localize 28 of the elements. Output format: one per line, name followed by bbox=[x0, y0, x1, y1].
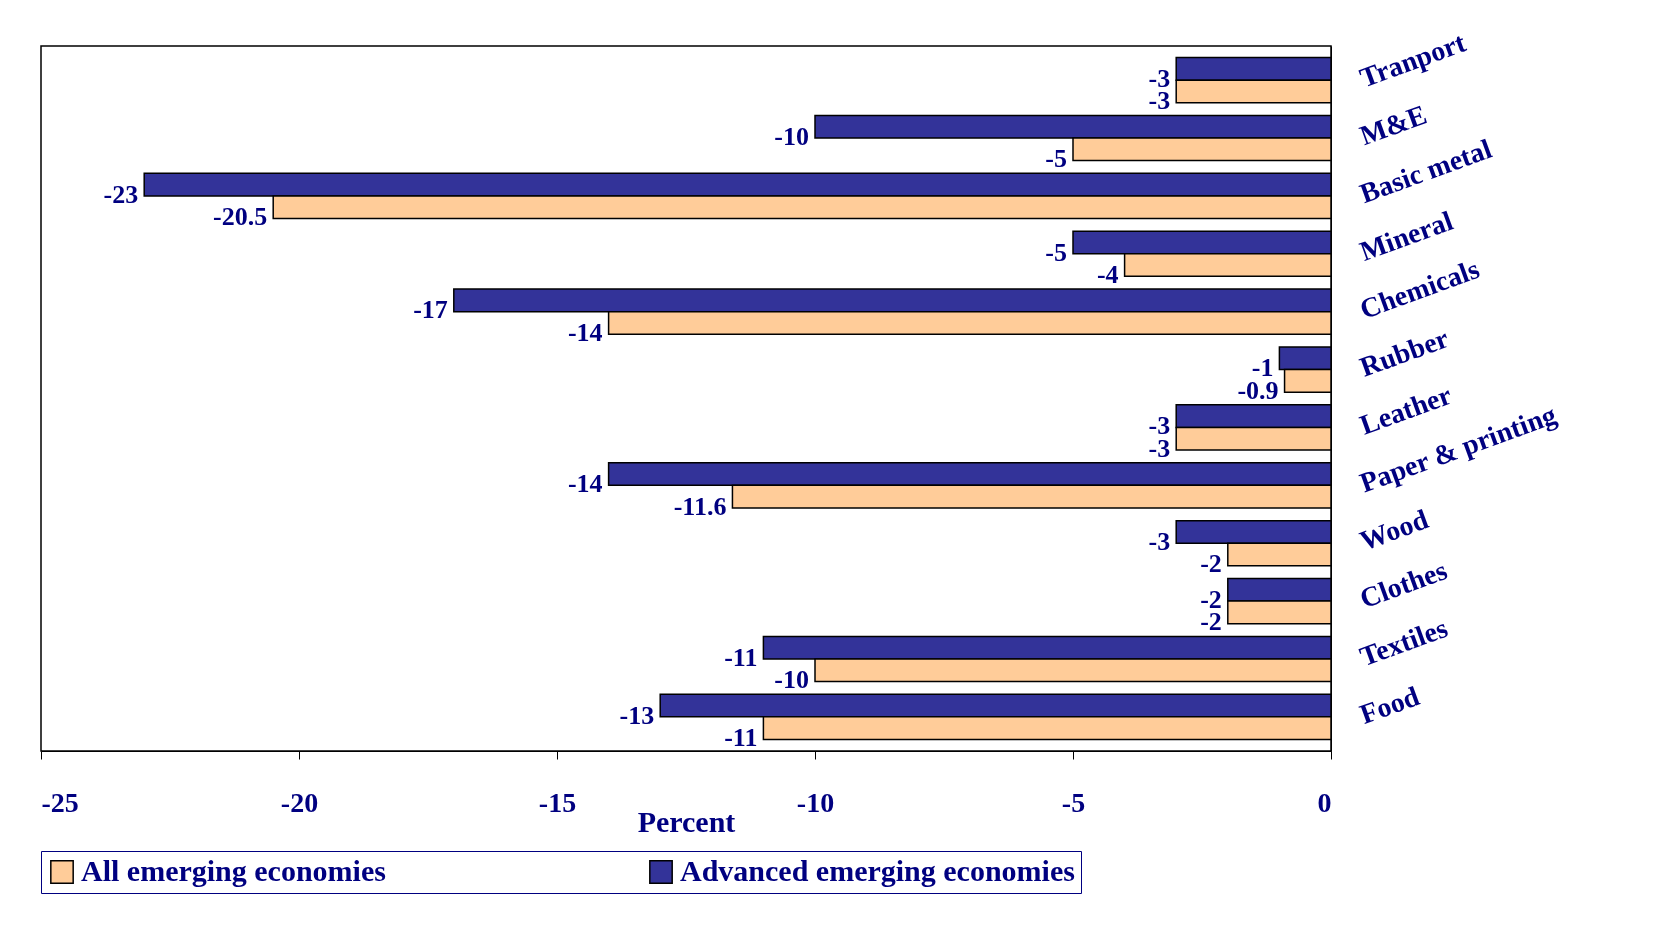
data-label: -13 bbox=[619, 700, 655, 730]
x-tick-label: -20 bbox=[280, 786, 319, 818]
legend-label: All emerging economies bbox=[81, 854, 386, 887]
y-tick-label: M&E bbox=[1355, 98, 1431, 152]
data-label: -11 bbox=[724, 642, 758, 672]
data-label: -3 bbox=[1148, 526, 1171, 556]
x-tick-label: -10 bbox=[796, 786, 835, 818]
legend-label: Advanced emerging economies bbox=[680, 854, 1075, 887]
x-tick-label: -15 bbox=[538, 786, 577, 818]
data-label: -23 bbox=[103, 179, 139, 209]
data-label: -5 bbox=[1045, 144, 1067, 174]
data-label: -4 bbox=[1096, 260, 1119, 290]
x-axis-title: Percent bbox=[637, 804, 736, 838]
data-label: -10 bbox=[774, 121, 809, 151]
y-tick-label: Food bbox=[1355, 679, 1424, 731]
data-label: -17 bbox=[413, 295, 448, 325]
data-label: -14 bbox=[567, 317, 603, 347]
data-label: -20.5 bbox=[213, 202, 268, 232]
data-label: -2 bbox=[1200, 549, 1222, 579]
x-tick-label: -25 bbox=[41, 786, 79, 818]
x-tick-label: 0 bbox=[1317, 786, 1332, 818]
x-tick-label: -5 bbox=[1061, 786, 1086, 818]
data-label: -11 bbox=[724, 723, 758, 753]
data-label: -14 bbox=[567, 469, 603, 499]
y-tick-label: Wood bbox=[1355, 503, 1433, 557]
data-label: -5 bbox=[1045, 237, 1067, 267]
data-label: -11.6 bbox=[673, 491, 727, 521]
data-label: -10 bbox=[774, 665, 809, 695]
